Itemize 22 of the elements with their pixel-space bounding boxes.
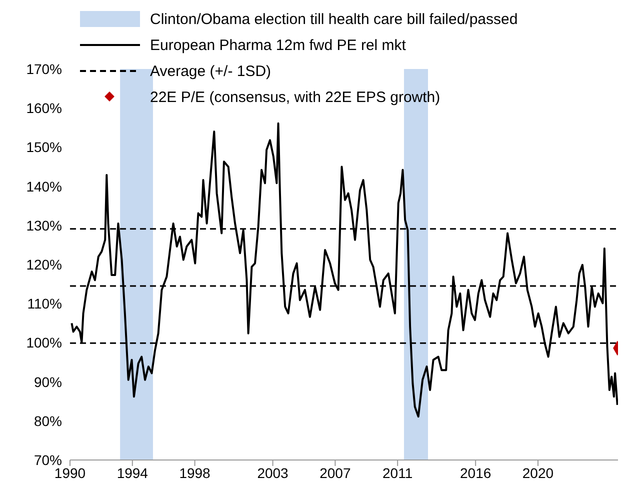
x-tick-label: 2011	[382, 464, 413, 481]
y-tick-label: 140%	[26, 178, 62, 194]
line-series	[70, 122, 618, 418]
y-tick-label: 130%	[26, 217, 62, 234]
x-tick-label: 2007	[320, 464, 351, 481]
legend-label: European Pharma 12m fwd PE rel mkt	[150, 36, 406, 54]
y-tick-label: 80%	[34, 412, 62, 429]
y-tick-label: 90%	[34, 374, 62, 390]
x-tick-label: 1998	[179, 464, 211, 481]
x-tick-label: 2020	[522, 464, 554, 481]
y-tick-label: 170%	[26, 60, 62, 77]
legend-label: 22E P/E (consensus, with 22E EPS growth)	[150, 88, 440, 106]
y-tick-label: 120%	[26, 256, 62, 272]
y-tick-label: 100%	[26, 334, 62, 351]
y-tick-label: 110%	[27, 296, 62, 312]
y-tick-label: 160%	[26, 100, 62, 116]
y-tick-label: 150%	[26, 139, 62, 156]
legend-label: Average (+/- 1SD)	[150, 62, 272, 80]
legend-label: Clinton/Obama election till health care bill failed/passed	[150, 10, 518, 28]
x-tick-label: 2003	[257, 464, 289, 481]
x-tick-label: 2016	[460, 464, 492, 481]
x-tick-label: 1994	[116, 464, 148, 481]
